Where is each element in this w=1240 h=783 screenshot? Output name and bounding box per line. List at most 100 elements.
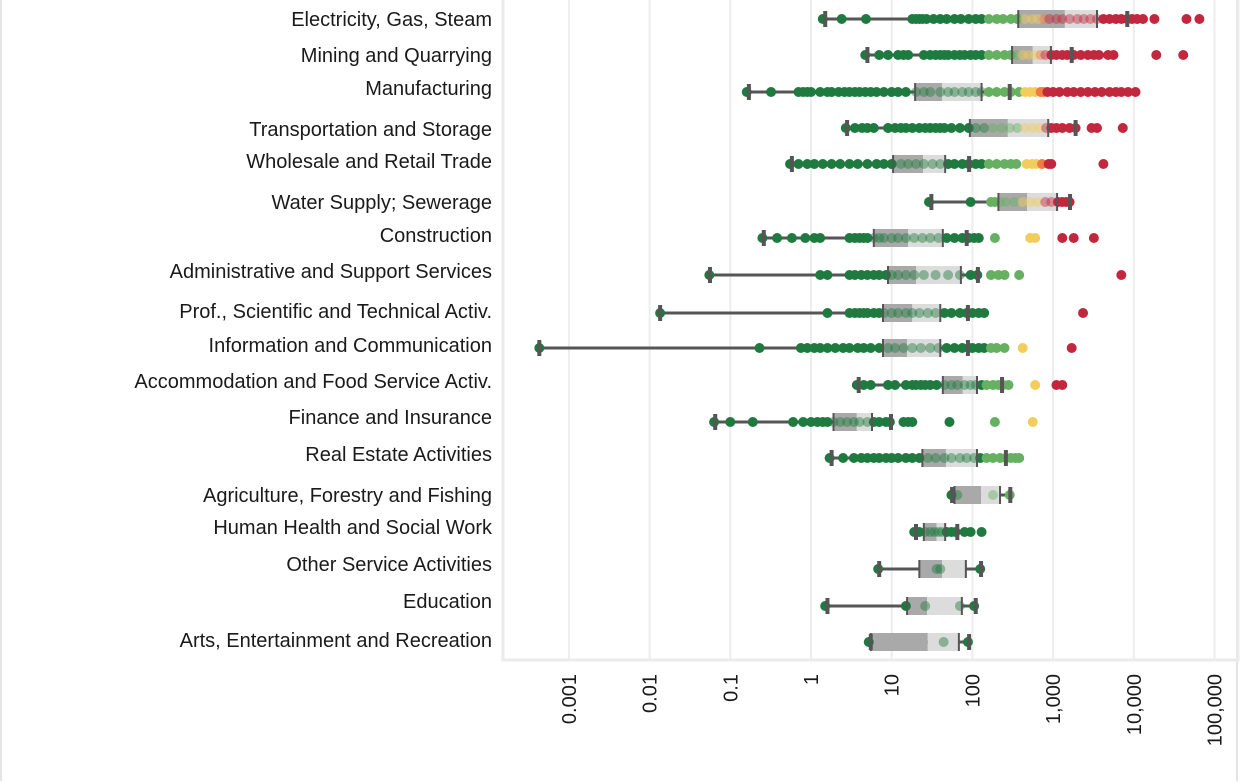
data-point bbox=[1004, 123, 1015, 133]
data-point bbox=[903, 159, 914, 169]
category-row bbox=[873, 560, 986, 578]
data-point bbox=[883, 123, 894, 133]
whisker-cap-max bbox=[965, 305, 970, 321]
data-point bbox=[918, 270, 929, 280]
data-point bbox=[815, 343, 826, 353]
data-point bbox=[949, 233, 960, 243]
data-point bbox=[939, 308, 950, 318]
category-row bbox=[820, 597, 980, 615]
data-point bbox=[998, 14, 1009, 24]
data-point bbox=[1072, 14, 1083, 24]
data-point bbox=[999, 343, 1010, 353]
data-point bbox=[848, 453, 859, 463]
data-point bbox=[1092, 123, 1103, 133]
data-point bbox=[920, 601, 931, 611]
data-point bbox=[946, 380, 957, 390]
data-point bbox=[798, 417, 809, 427]
whisker-cap-min bbox=[845, 120, 850, 136]
box-upper-median-q3 bbox=[915, 266, 961, 284]
data-point bbox=[844, 159, 855, 169]
data-point bbox=[878, 87, 889, 97]
category-row bbox=[817, 10, 1205, 28]
data-point bbox=[893, 270, 904, 280]
box-lower-q1-median bbox=[888, 266, 916, 284]
whisker-cap-max bbox=[965, 340, 970, 356]
data-point bbox=[838, 453, 849, 463]
whisker-cap-min bbox=[746, 84, 751, 100]
data-point bbox=[852, 159, 863, 169]
data-point bbox=[1123, 87, 1134, 97]
whisker-cap-min bbox=[868, 634, 873, 650]
data-point bbox=[874, 233, 885, 243]
box-lower-q1-median bbox=[1012, 46, 1033, 64]
category-row bbox=[860, 46, 1189, 64]
data-point bbox=[996, 123, 1007, 133]
data-point bbox=[952, 380, 963, 390]
data-point bbox=[917, 233, 928, 243]
data-point bbox=[865, 380, 876, 390]
data-point bbox=[883, 380, 894, 390]
data-point bbox=[929, 527, 940, 537]
whisker-cap-min bbox=[825, 598, 830, 614]
data-point bbox=[991, 159, 1002, 169]
data-point bbox=[1093, 50, 1104, 60]
data-points bbox=[909, 527, 987, 537]
category-label: Transportation and Storage bbox=[249, 119, 492, 141]
plot-area bbox=[501, 0, 1240, 662]
data-point bbox=[747, 417, 758, 427]
data-point bbox=[983, 87, 994, 97]
data-point bbox=[800, 233, 811, 243]
data-point bbox=[809, 159, 820, 169]
category-label: Human Health and Social Work bbox=[213, 517, 493, 539]
box-upper-median-q3 bbox=[927, 633, 959, 651]
data-points bbox=[704, 270, 1127, 280]
data-points bbox=[757, 233, 1099, 243]
box-upper-median-q3 bbox=[981, 486, 1001, 504]
data-point bbox=[1033, 14, 1044, 24]
data-point bbox=[983, 159, 994, 169]
data-point bbox=[849, 123, 860, 133]
data-point bbox=[793, 159, 804, 169]
whisker-cap-min bbox=[537, 340, 542, 356]
data-point bbox=[898, 343, 909, 353]
data-point bbox=[1088, 233, 1099, 243]
data-point bbox=[931, 380, 942, 390]
data-point bbox=[1009, 197, 1020, 207]
data-point bbox=[933, 233, 944, 243]
whisker-cap-max bbox=[967, 634, 972, 650]
data-point bbox=[1054, 87, 1065, 97]
category-row bbox=[909, 523, 987, 541]
x-tick-label: 0.1 bbox=[720, 674, 742, 702]
data-point bbox=[900, 308, 911, 318]
data-point bbox=[1011, 159, 1022, 169]
category-row bbox=[946, 486, 1015, 504]
data-point bbox=[1003, 380, 1014, 390]
x-tick-label: 1,000 bbox=[1043, 674, 1065, 724]
data-point bbox=[935, 87, 946, 97]
data-point bbox=[1181, 14, 1192, 24]
data-point bbox=[1151, 50, 1162, 60]
whisker-cap-min bbox=[877, 561, 882, 577]
data-point bbox=[862, 233, 873, 243]
data-point bbox=[985, 270, 996, 280]
data-point bbox=[830, 343, 841, 353]
data-point bbox=[970, 123, 981, 133]
data-point bbox=[933, 527, 944, 537]
data-point bbox=[900, 601, 911, 611]
data-point bbox=[815, 233, 826, 243]
data-point bbox=[1064, 14, 1075, 24]
whisker-cap-min bbox=[929, 194, 934, 210]
data-points bbox=[824, 453, 1025, 463]
data-point bbox=[1178, 50, 1189, 60]
data-point bbox=[925, 233, 936, 243]
category-row bbox=[534, 339, 1077, 357]
data-point bbox=[815, 270, 826, 280]
box-lower-q1-median bbox=[882, 304, 913, 322]
data-point bbox=[946, 453, 957, 463]
data-point bbox=[1027, 123, 1038, 133]
data-point bbox=[822, 308, 833, 318]
data-point bbox=[822, 270, 833, 280]
whisker-cap-min bbox=[829, 450, 834, 466]
data-point bbox=[874, 308, 885, 318]
data-point bbox=[1078, 308, 1089, 318]
